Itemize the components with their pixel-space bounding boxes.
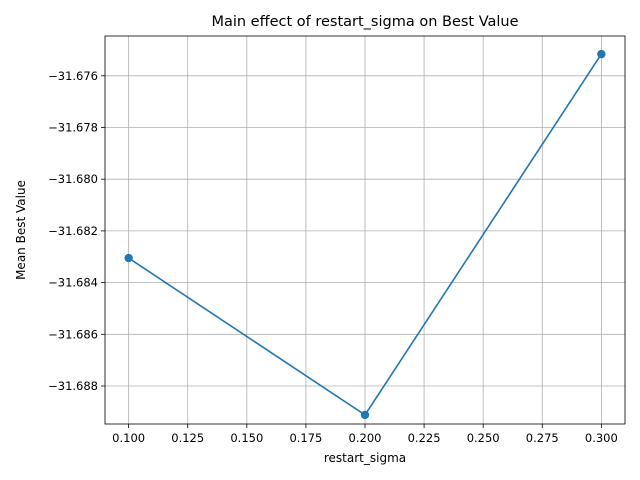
x-tick-label: 0.200: [349, 431, 382, 445]
data-point: [124, 253, 133, 263]
y-tick-label: −31.682: [48, 224, 98, 238]
y-tick-label: −31.678: [48, 121, 98, 135]
y-tick-label: −31.676: [48, 69, 98, 83]
plot-frame: [104, 35, 626, 425]
y-tick-label: −31.684: [48, 276, 98, 290]
x-tick-label: 0.100: [112, 431, 145, 445]
x-tick-label: 0.275: [526, 431, 559, 445]
x-axis-label: restart_sigma: [324, 451, 406, 465]
x-tick-label: 0.125: [171, 431, 204, 445]
x-tick-label: 0.175: [289, 431, 322, 445]
series-layer: [124, 49, 606, 420]
x-tick-label: 0.300: [585, 431, 618, 445]
y-tick-label: −31.688: [48, 379, 98, 393]
x-tick-label: 0.225: [408, 431, 441, 445]
x-tick-label: 0.150: [230, 431, 263, 445]
y-tick-label: −31.686: [48, 327, 98, 341]
data-point: [597, 49, 606, 59]
data-point: [360, 410, 370, 420]
ticks-layer: 0.100 0.125 0.150 0.175 0.200 0.225 0.250 0.275…: [48, 69, 618, 445]
y-axis-label: Mean Best Value: [14, 180, 28, 280]
chart-title: Main effect of restart_sigma on Best Val…: [211, 14, 518, 30]
grid-layer: [105, 36, 625, 424]
y-tick-label: −31.680: [48, 172, 98, 186]
x-tick-label: 0.250: [467, 431, 500, 445]
